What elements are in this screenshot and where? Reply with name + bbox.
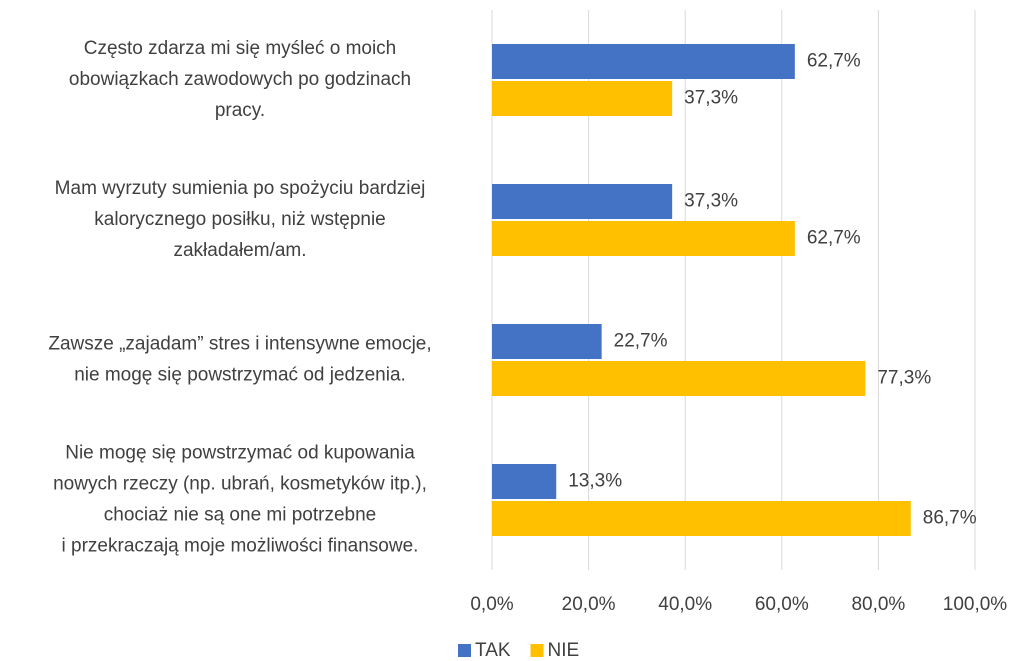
value-label: 62,7% (807, 228, 861, 249)
bar (492, 221, 795, 256)
category-label: Zawsze „zajadam” stres i intensywne emoc… (48, 334, 431, 386)
value-label: 22,7% (614, 331, 668, 352)
category-label-line: zakładałem/am. (173, 240, 306, 261)
x-tick-label: 100,0% (943, 594, 1008, 615)
category-label-line: Zawsze „zajadam” stres i intensywne emoc… (48, 334, 431, 355)
legend-swatch (530, 644, 544, 657)
bar (492, 184, 673, 219)
category-label-line: chociaż nie są one mi potrzebne (104, 505, 377, 526)
bar (492, 324, 602, 359)
category-label-line: Często zdarza mi się myśleć o moich (84, 38, 397, 59)
category-label-line: nowych rzeczy (np. ubrań, kosmetyków itp… (53, 474, 427, 495)
bar (492, 464, 557, 499)
legend-label: TAK (475, 640, 511, 661)
x-tick-label: 20,0% (562, 594, 616, 615)
bar (492, 501, 911, 536)
x-tick-label: 40,0% (658, 594, 712, 615)
bar (492, 81, 673, 116)
value-label: 37,3% (684, 191, 738, 212)
x-tick-label: 60,0% (755, 594, 809, 615)
value-label: 13,3% (568, 471, 622, 492)
category-label-line: Nie mogę się powstrzymać od kupowania (65, 443, 415, 464)
category-label-line: pracy. (215, 100, 265, 121)
value-label: 77,3% (877, 368, 931, 389)
category-label-line: i przekraczają moje możliwości finansowe… (62, 536, 419, 557)
category-label: Nie mogę się powstrzymać od kupowania now… (53, 443, 427, 557)
value-label: 86,7% (923, 508, 977, 529)
x-tick-label: 0,0% (470, 594, 513, 615)
x-tick-label: 80,0% (851, 594, 905, 615)
category-label-line: obowiązkach zawodowych po godzinach (69, 69, 411, 90)
bar (492, 44, 795, 79)
value-label: 37,3% (684, 88, 738, 109)
category-label-line: nie mogę się powstrzymać od jedzenia. (74, 365, 406, 386)
legend-label: NIE (548, 640, 580, 661)
category-label: Mam wyrzuty sumienia po spożyciu bardzie… (55, 178, 426, 261)
value-label: 62,7% (807, 51, 861, 72)
bar (492, 361, 866, 396)
category-label-line: kalorycznego posiłku, niż wstępnie (94, 209, 386, 230)
category-label: Często zdarza mi się myśleć o moich obowi… (69, 38, 411, 121)
category-label-line: Mam wyrzuty sumienia po spożyciu bardzie… (55, 178, 426, 199)
legend-swatch (458, 644, 471, 657)
